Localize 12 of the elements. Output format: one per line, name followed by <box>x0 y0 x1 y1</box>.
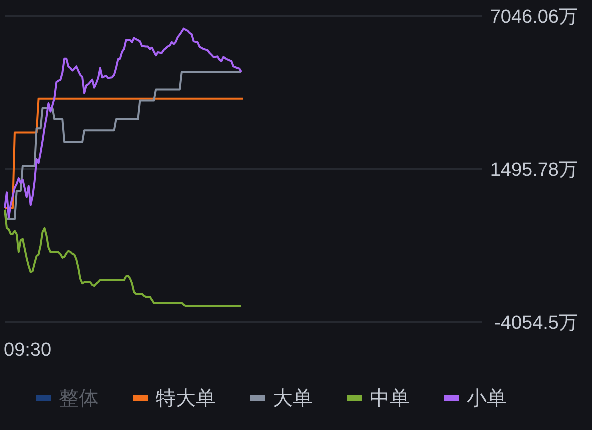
y-tick-label: 7046.06万 <box>490 7 578 28</box>
y-tick-label: 1495.78万 <box>490 160 578 181</box>
legend-label: 整体 <box>59 388 99 410</box>
line-series <box>4 208 243 308</box>
legend-label: 小单 <box>467 388 507 410</box>
line-series <box>4 71 243 220</box>
legend-label: 中单 <box>370 388 410 410</box>
text: 09:30 <box>4 340 52 361</box>
line-series <box>4 28 243 219</box>
legend-label: 特大单 <box>156 388 216 410</box>
legend-label: 大单 <box>273 388 313 410</box>
y-tick-label: -4054.5万 <box>494 313 578 334</box>
